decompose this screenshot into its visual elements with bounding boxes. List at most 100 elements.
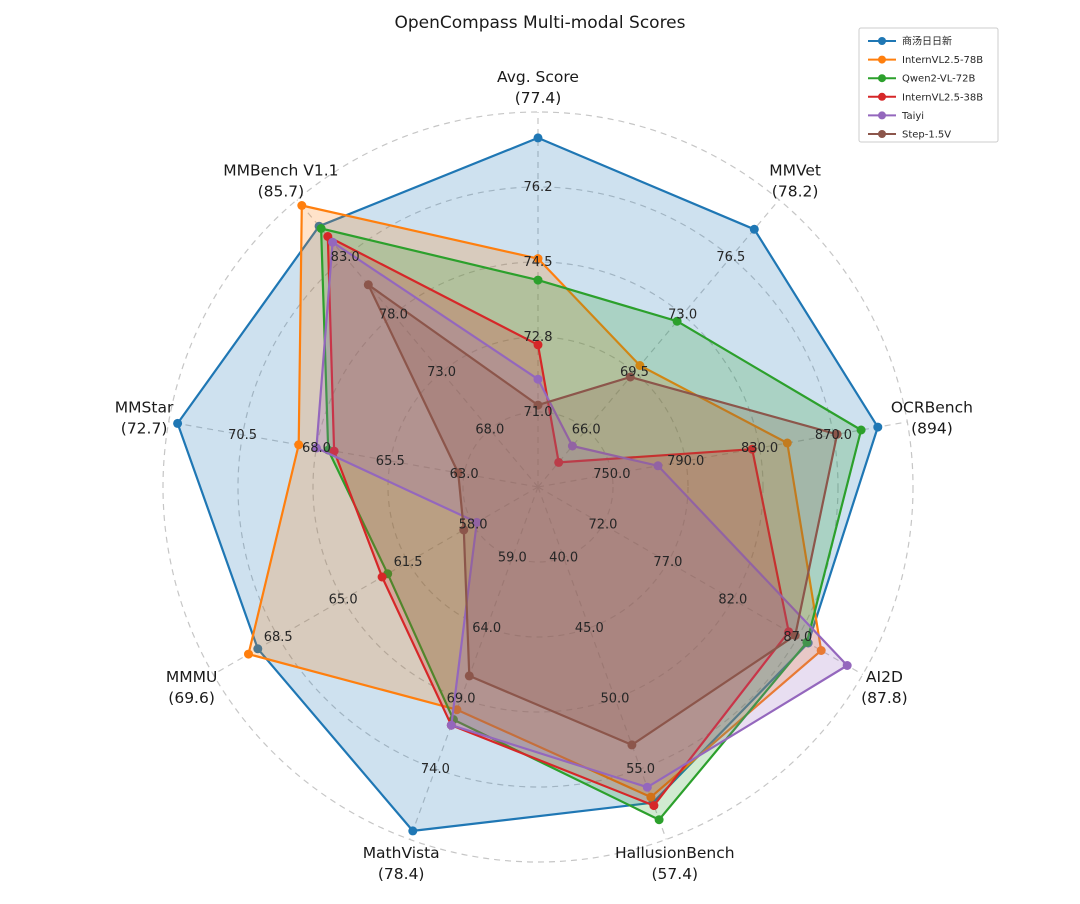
data-point-marker [453, 468, 463, 478]
legend: 商汤日日新 InternVL2.5-78B Qwen2-VL-72B InternVL… [858, 27, 999, 143]
series-area-InternVL2.5-78B [248, 205, 822, 798]
tick-label: 63.0 [450, 467, 479, 482]
tick-label: 59.0 [498, 550, 527, 565]
tick-label: 77.0 [653, 555, 682, 570]
axis-label-name: MMStar [115, 399, 174, 417]
legend-entry-label: Qwen2-VL-72B [902, 74, 975, 85]
grid-circle [387, 336, 689, 638]
legend-marker-dot [878, 111, 886, 120]
data-point-marker [459, 525, 469, 535]
tick-label: 65.5 [376, 454, 405, 469]
data-point-marker [782, 438, 792, 448]
legend-entry-label: InternVL2.5-38B [902, 92, 983, 103]
grid-circle [162, 111, 914, 863]
data-point-marker [363, 280, 373, 290]
legend-entry: Step-1.5V [868, 130, 951, 141]
tick-label: 72.8 [524, 330, 553, 345]
tick-label: 69.0 [447, 691, 476, 706]
legend-entry-label: InternVL2.5-78B [902, 55, 983, 66]
data-point-marker [533, 340, 543, 350]
data-point-marker [649, 801, 659, 811]
series-line-商汤日日新 [176, 136, 879, 833]
tick-label: 750.0 [593, 467, 630, 482]
axis-label-best: (87.8) [861, 689, 908, 707]
tick-label: 45.0 [575, 621, 604, 636]
data-point-marker [408, 826, 418, 836]
data-point-marker [842, 661, 852, 670]
data-point-marker [533, 254, 543, 264]
axis-label-best: (78.4) [378, 865, 425, 883]
data-point-marker [873, 422, 883, 432]
tick-label: 58.0 [459, 518, 488, 533]
tick-label: 76.2 [524, 180, 553, 195]
series-area-Qwen2-VL-72B [321, 228, 862, 820]
data-point-marker [747, 444, 757, 454]
data-point-marker [472, 517, 482, 527]
data-point-marker [533, 400, 543, 410]
legend-entry: InternVL2.5-38B [868, 92, 983, 103]
legend-entry: InternVL2.5-78B [868, 55, 983, 66]
data-point-marker [377, 572, 387, 582]
tick-label: 55.0 [626, 762, 655, 777]
data-point-marker [173, 418, 183, 428]
tick-label: 870.0 [815, 428, 852, 443]
data-point-marker [672, 316, 682, 326]
tick-label: 40.0 [549, 550, 578, 565]
legend-entry-label: Taiyi [901, 111, 924, 122]
legend-entry: Qwen2-VL-72B [868, 74, 975, 85]
series-area-InternVL2.5-38B [327, 236, 789, 806]
axis-label-name: MMVet [769, 162, 821, 180]
axis-label-best: (85.7) [258, 183, 305, 201]
axis-label-best: (78.2) [772, 183, 819, 201]
data-point-marker [533, 275, 543, 285]
series-line-InternVL2.5-38B [326, 235, 790, 807]
data-point-marker [253, 644, 263, 654]
legend-entry-label: Step-1.5V [902, 130, 951, 141]
axis-label-name: HallusionBench [615, 844, 735, 862]
grid-circle [462, 411, 614, 563]
data-point-marker [297, 201, 307, 210]
data-point-marker [452, 705, 462, 715]
data-point-marker [627, 740, 637, 750]
data-point-marker [328, 237, 338, 247]
tick-label: 61.5 [394, 555, 423, 570]
data-point-marker [802, 637, 812, 647]
tick-label: 790.0 [667, 454, 704, 469]
axis-label-best: (57.4) [652, 865, 699, 883]
data-point-marker [635, 361, 645, 370]
data-point-marker [446, 720, 456, 730]
axis-label-best: (72.7) [121, 420, 168, 438]
legend-entry: Taiyi [868, 111, 924, 122]
legend-box [858, 27, 999, 143]
data-point-marker [642, 782, 652, 792]
data-point-marker [816, 646, 826, 655]
axis-label-name: AI2D [866, 668, 903, 686]
axis-label-name: Avg. Score [497, 68, 579, 86]
data-point-marker [832, 429, 842, 439]
axis-label-best: (69.6) [168, 689, 215, 707]
legend-marker-dot [878, 74, 886, 83]
series-area-商汤日日新 [177, 137, 878, 831]
tick-label: 50.0 [600, 691, 629, 706]
tick-label: 830.0 [741, 441, 778, 456]
legend-marker-dot [878, 37, 886, 45]
axis-spoke [537, 486, 667, 840]
axis-label-best: (77.4) [515, 89, 562, 107]
series-area-Step-1.5V [368, 284, 838, 745]
tick-label: 64.0 [472, 621, 501, 636]
legend-marker-dot [878, 55, 886, 64]
tick-label: 72.0 [588, 518, 617, 533]
tick-label: 74.5 [524, 255, 553, 270]
data-point-marker [653, 461, 663, 471]
tick-label: 68.0 [302, 441, 331, 456]
data-point-marker [625, 372, 635, 382]
tick-label: 87.0 [783, 630, 812, 645]
axis-spoke [168, 421, 539, 488]
data-point-marker [646, 792, 656, 802]
data-point-marker [554, 457, 564, 467]
axis-spoke [537, 199, 780, 488]
data-point-marker [329, 446, 339, 456]
tick-label: 76.5 [716, 250, 745, 265]
axis-label-name: MMBench V1.1 [223, 162, 338, 180]
